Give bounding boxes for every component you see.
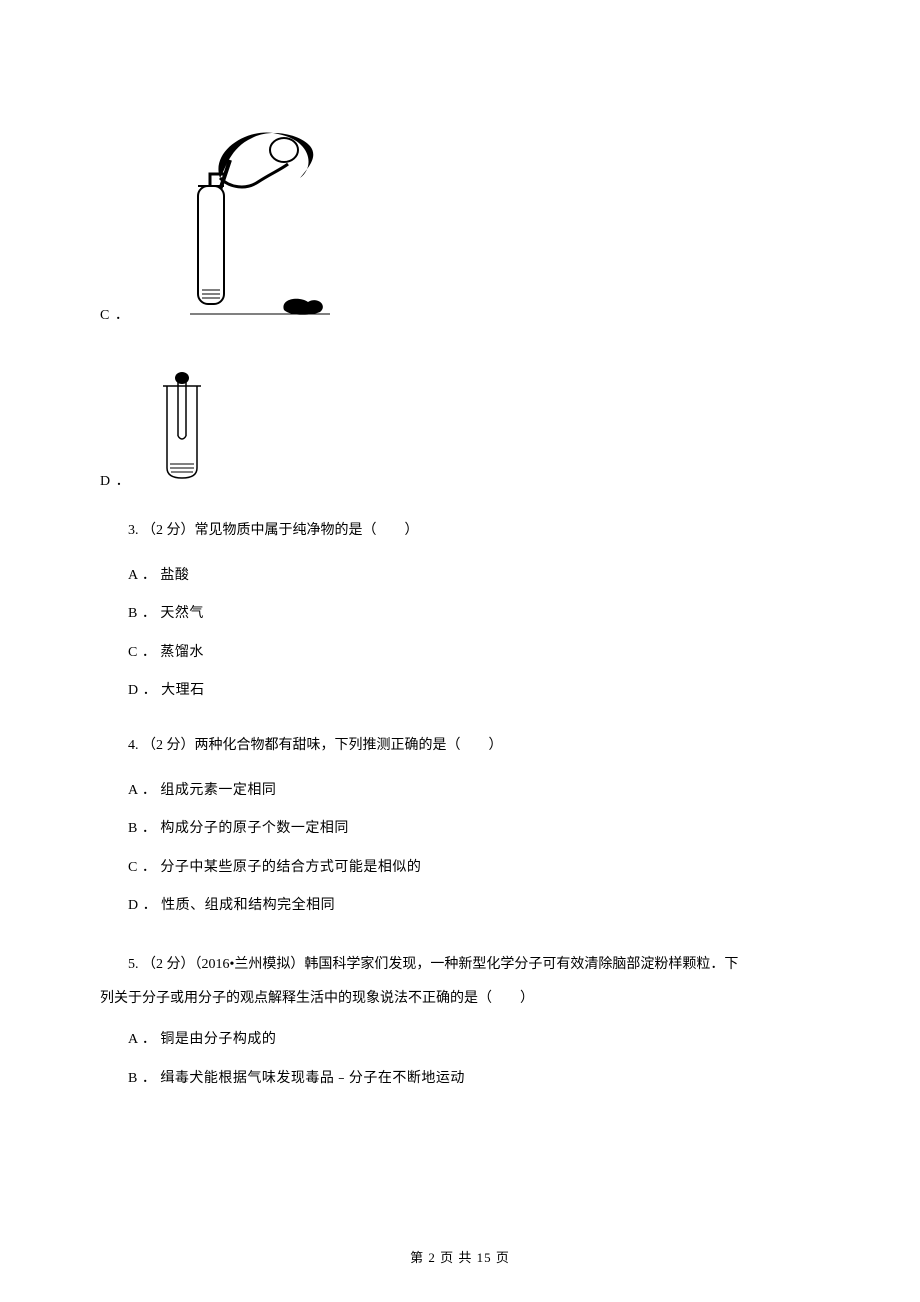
question-4-stem: 4. （2 分）两种化合物都有甜味，下列推测正确的是（ ）: [100, 733, 820, 760]
option-d-row: D ．: [100, 348, 820, 490]
option-c-image: [160, 120, 330, 316]
question-5-line1: 5. （2 分）（2016•兰州模拟）韩国科学家们发现，一种新型化学分子可有效清…: [100, 948, 820, 982]
question-3-stem: 3. （2 分）常见物质中属于纯净物的是（ ）: [100, 518, 820, 545]
diagram-d-svg: [161, 372, 203, 482]
option-d-label: D ．: [100, 470, 131, 490]
question-5-line2: 列关于分子或用分子的观点解释生活中的现象说法不正确的是（ ）: [100, 982, 820, 1016]
question-3-option-a: A ． 盐酸: [100, 563, 820, 590]
question-4-option-b: B ． 构成分子的原子个数一定相同: [100, 816, 820, 843]
option-c-row: C ．: [100, 120, 820, 324]
option-d-image: [161, 372, 203, 482]
question-4-option-a: A ． 组成元素一定相同: [100, 778, 820, 805]
option-c-label: C ．: [100, 304, 130, 324]
question-3-option-c: C ． 蒸馏水: [100, 640, 820, 667]
question-5-stem: 5. （2 分）（2016•兰州模拟）韩国科学家们发现，一种新型化学分子可有效清…: [100, 948, 820, 1015]
diagram-c-svg: [160, 120, 330, 316]
question-3-option-d: D ． 大理石: [100, 678, 820, 705]
question-4-option-d: D ． 性质、组成和结构完全相同: [100, 893, 820, 920]
question-5-option-a: A ． 铜是由分子构成的: [100, 1027, 820, 1054]
question-5-option-b: B ． 缉毒犬能根据气味发现毒品﹣分子在不断地运动: [100, 1066, 820, 1093]
question-3-option-b: B ． 天然气: [100, 601, 820, 628]
question-4-option-c: C ． 分子中某些原子的结合方式可能是相似的: [100, 855, 820, 882]
page-footer: 第 2 页 共 15 页: [0, 1247, 920, 1266]
